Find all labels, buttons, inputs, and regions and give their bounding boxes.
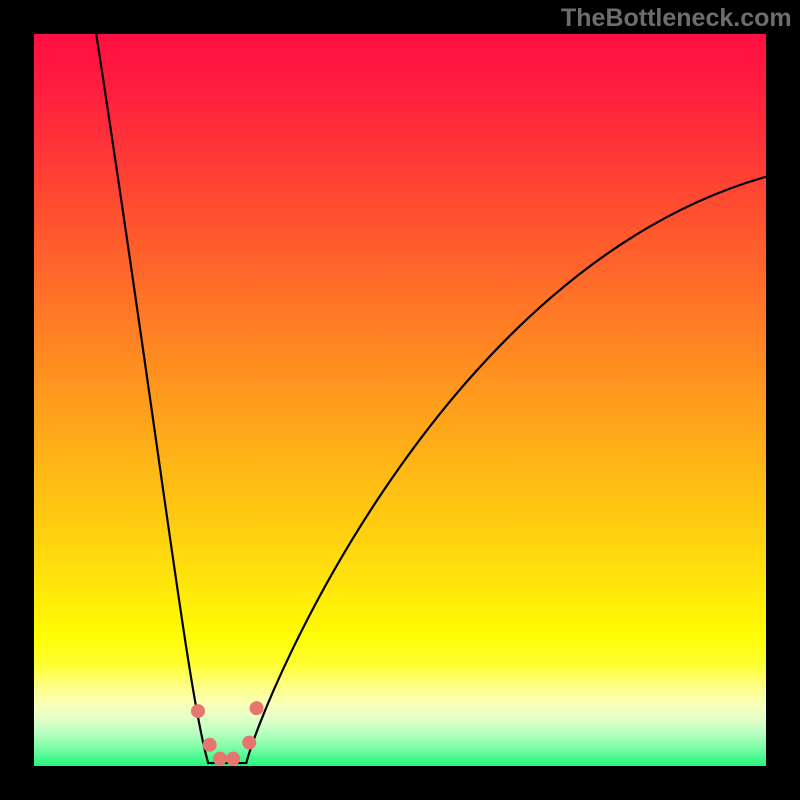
marker-dot — [250, 701, 264, 715]
plot-area — [34, 34, 766, 766]
chart-container: TheBottleneck.com — [0, 0, 800, 800]
watermark-text: TheBottleneck.com — [561, 4, 792, 33]
marker-dot — [203, 738, 217, 752]
marker-dot — [226, 752, 240, 766]
marker-dot — [213, 752, 227, 766]
curve-layer — [34, 34, 766, 766]
marker-dot — [191, 704, 205, 718]
bottleneck-curve — [96, 34, 766, 763]
marker-dot — [242, 736, 256, 750]
